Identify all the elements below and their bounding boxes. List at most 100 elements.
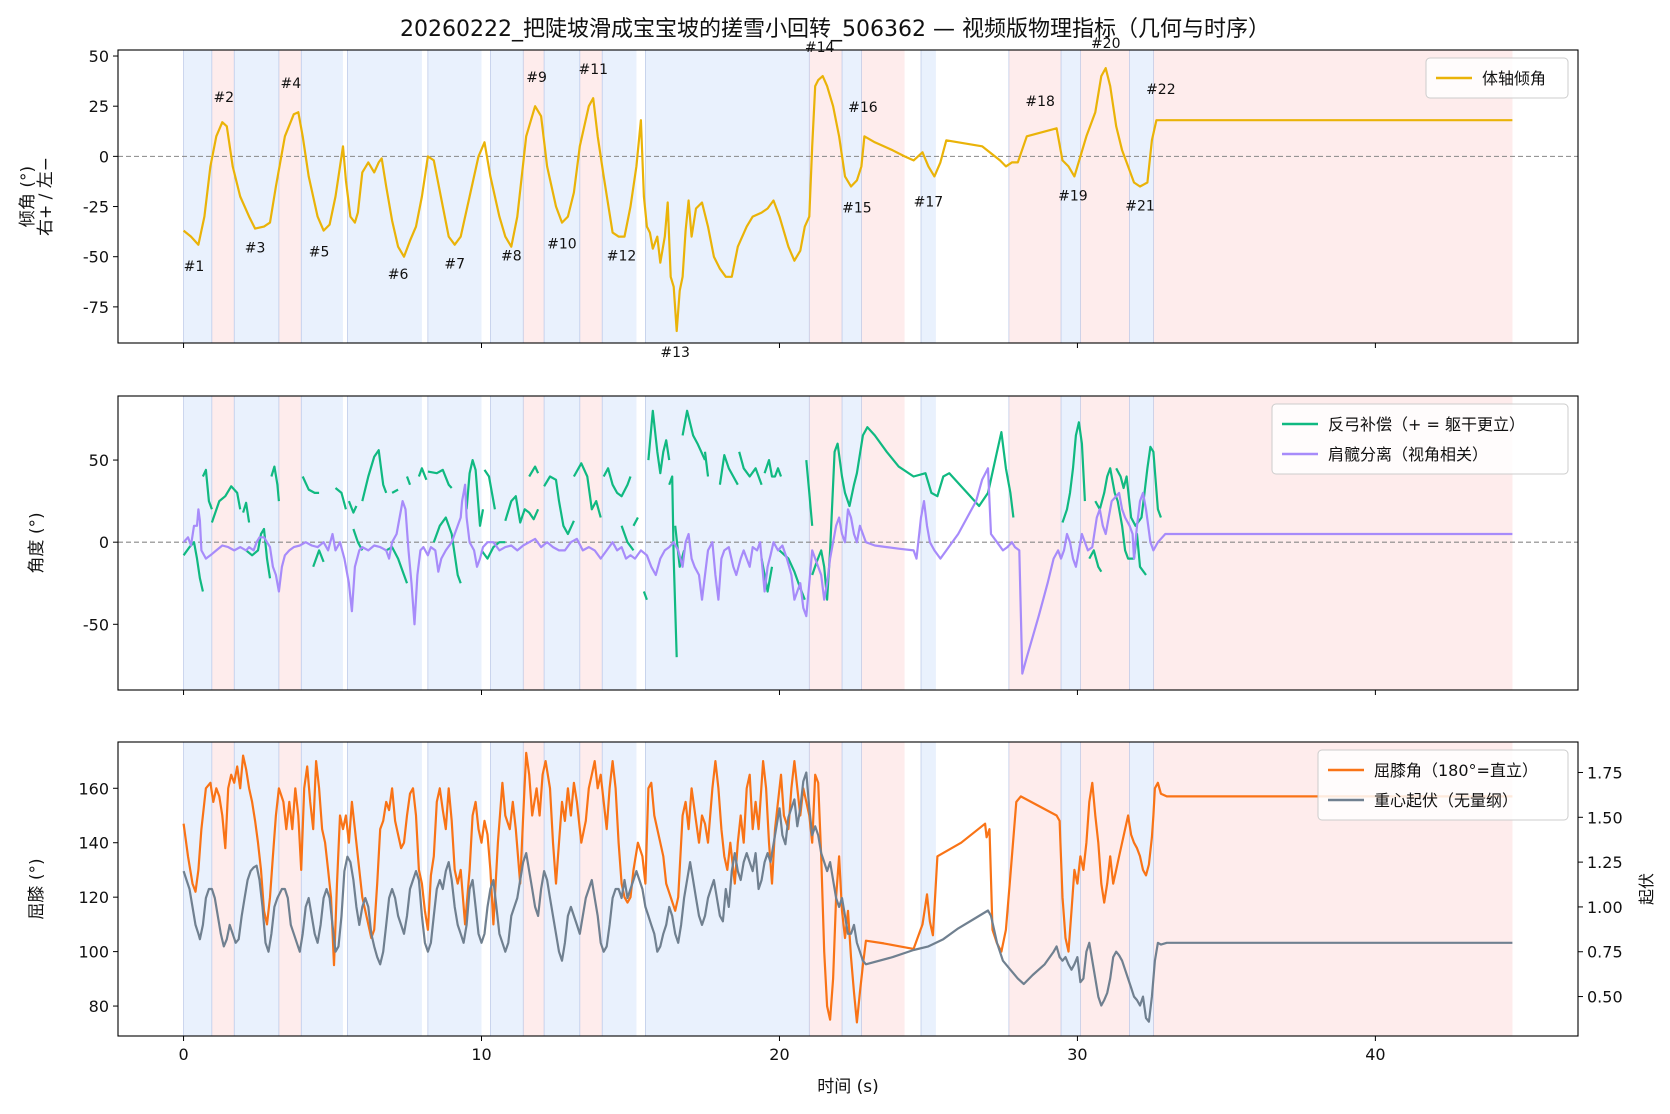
turn-label: #5 (309, 245, 330, 261)
legend-label-1: 重心起伏（无量纲） (1374, 791, 1518, 810)
xtick-label: 30 (1067, 1045, 1087, 1064)
series-0-line-28 (642, 591, 648, 601)
legend-middle: 反弓补偿（+ = 躯干更立） 肩髋分离（视角相关） (1271, 403, 1569, 475)
figure-title: 20260222_把陡坡滑成宝宝坡的搓雪小回转_506362 — 视频版物理指标… (400, 17, 1270, 42)
turn-label: #20 (1091, 36, 1121, 52)
phase-band-8 (523, 396, 545, 690)
phase-band-19 (1080, 742, 1130, 1036)
series-0-line-35 (738, 451, 763, 486)
series-0-line-0 (182, 541, 204, 592)
series-0-line-24 (572, 462, 602, 518)
series-0-line-7 (312, 549, 325, 568)
series-0-line-21 (504, 495, 540, 524)
axes-middle: 50 0 -50 角度 (°) (27, 395, 1579, 695)
xlabel: 时间 (s) (817, 1077, 879, 1097)
legend-bottom: 屈膝角（180°=直立） 重心起伏（无量纲） (1317, 749, 1569, 821)
phase-band-15 (861, 742, 905, 1036)
turn-label: #8 (501, 249, 522, 265)
axes-top: 50 25 0 -25 -50 -75 倾角 (°)右+ / 左− (18, 47, 1579, 348)
ytick-right-label: 1.50 (1587, 808, 1623, 827)
panel-middle: 50 0 -50 角度 (°) 反弓补偿（+ = 躯干更立） 肩髋分离（视角相关） (27, 395, 1579, 695)
phase-band-16 (921, 396, 936, 690)
series-0-line-9 (347, 500, 358, 514)
series-0-line-42 (1088, 549, 1103, 573)
xtick-label: 40 (1365, 1045, 1385, 1064)
axes-bottom: 160140120100801.751.501.251.000.750.50起伏… (27, 741, 1656, 1097)
phase-band-17 (1008, 742, 1062, 1036)
turn-label: #4 (280, 76, 301, 92)
legend-box (1425, 57, 1569, 99)
series-1-line-0 (182, 771, 1513, 1023)
series-0-line-40 (811, 426, 1015, 601)
ytick-label: 50 (89, 451, 109, 470)
legend-box (1317, 749, 1569, 821)
phase-band-12 (645, 50, 810, 343)
phase-band-5 (347, 396, 422, 690)
ytick-label: 120 (78, 888, 109, 907)
turn-label: #9 (526, 70, 547, 86)
phase-bands-top (183, 50, 1513, 343)
phase-band-18 (1061, 50, 1081, 343)
turn-label: #7 (444, 257, 465, 273)
ytick-label: -25 (83, 198, 109, 217)
legend-label-0: 体轴倾角 (1482, 69, 1546, 88)
ytick-label: 25 (89, 97, 109, 116)
series-0-line-27 (632, 516, 639, 527)
series-0-line-36 (763, 459, 783, 478)
turn-label: #15 (842, 201, 872, 217)
legend-label-0: 屈膝角（180°=直立） (1374, 761, 1538, 780)
phase-band-1 (211, 396, 235, 690)
series-bottom (182, 751, 1513, 1024)
series-0-line-12 (391, 488, 399, 494)
series-0-line-30 (668, 475, 678, 658)
series-0-line-8 (334, 487, 347, 510)
ylabel-line-0: 倾角 (°) (18, 166, 38, 227)
phase-band-19 (1080, 50, 1130, 343)
ytick-label: 0 (99, 533, 109, 552)
phase-band-16 (921, 50, 936, 343)
turn-label: #14 (805, 40, 835, 56)
phase-band-10 (579, 396, 603, 690)
legend-box (1271, 403, 1569, 475)
series-0-line-1 (201, 468, 213, 510)
ytick-label: 100 (78, 943, 109, 962)
series-middle (118, 409, 1578, 675)
phase-band-1 (211, 50, 235, 343)
turn-labels-top: #1 #2 #3 #4 #5 #6 #7 #8 #9 #10 #11 #12 #13 #14 #16 #15 #… (184, 36, 1176, 361)
panel-top: 50 25 0 -25 -50 -75 倾角 (°)右+ / 左− #1 #2 #3 #4 #5 #6… (18, 36, 1579, 361)
xtick-label: 20 (769, 1045, 789, 1064)
phase-band-4 (301, 50, 343, 343)
phase-band-10 (579, 50, 603, 343)
phase-band-8 (523, 50, 545, 343)
phase-band-20 (1129, 742, 1154, 1036)
turn-label: #6 (388, 267, 409, 283)
ytick-label: 0 (99, 147, 109, 166)
series-1-line-0 (182, 467, 1513, 675)
turn-label: #13 (660, 345, 690, 361)
series-0-line-5 (270, 465, 280, 502)
phase-band-20 (1129, 50, 1154, 343)
ytick-right-label: 1.75 (1587, 763, 1623, 782)
axes-frame (117, 395, 1579, 691)
series-0-line-17 (432, 516, 462, 584)
series-0-line-20 (480, 541, 506, 560)
series-0-line-26 (620, 525, 635, 552)
ytick-label: 140 (78, 834, 109, 853)
series-0-line-22 (528, 465, 540, 478)
ytick-label: 160 (78, 779, 109, 798)
axes-frame (117, 49, 1579, 344)
panel-bottom: 160140120100801.751.501.251.000.750.50起伏… (27, 741, 1656, 1097)
axes-frame (117, 741, 1579, 1037)
turn-label: #19 (1058, 189, 1088, 205)
xtick-label: 0 (178, 1045, 188, 1064)
phase-band-18 (1061, 742, 1081, 1036)
series-0-line-32 (681, 409, 707, 461)
series-0-line-14 (405, 476, 412, 486)
series-0-line-15 (417, 467, 428, 481)
legend-label-0: 反弓补偿（+ = 躯干更立） (1328, 415, 1525, 434)
ytick-label: 80 (89, 997, 109, 1016)
turn-label: #3 (245, 241, 266, 257)
ytick-right-label: 1.25 (1587, 853, 1623, 872)
phase-band-0 (183, 742, 212, 1036)
series-0-line-16 (427, 468, 453, 489)
